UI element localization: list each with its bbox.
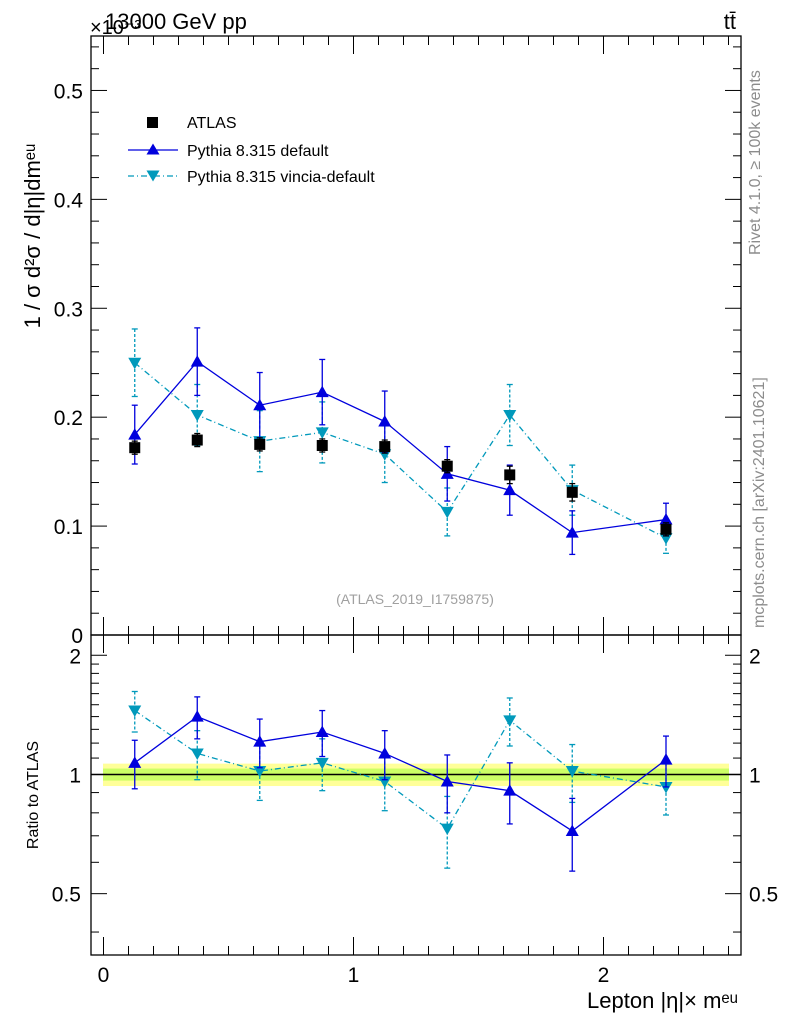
- main-y-tick-label: 0: [71, 625, 83, 648]
- ratio-data-point: [378, 776, 392, 788]
- main-data-point: [191, 434, 203, 446]
- main-y-tick-label: 0.2: [54, 407, 83, 430]
- ratio-panel-frame: [90, 634, 742, 956]
- main-series-pythia-8-315-vincia-default: [128, 328, 673, 554]
- main-data-point: [504, 469, 516, 481]
- main-data-point: [440, 506, 454, 519]
- x-tick-label: 1: [348, 964, 360, 987]
- main-data-point: [503, 410, 517, 422]
- main-data-point: [190, 355, 204, 367]
- main-series-atlas: [129, 432, 672, 537]
- main-data-point: [315, 427, 329, 439]
- ratio-data-point: [565, 824, 579, 836]
- main-y-tick-label: 0.1: [54, 516, 83, 539]
- main-data-point: [253, 398, 267, 411]
- ratio-y-tick-label-right: 2: [749, 645, 761, 668]
- main-data-point: [378, 415, 392, 427]
- main-data-point: [566, 486, 578, 498]
- ratio-data-point: [503, 784, 517, 796]
- legend-atlas-label: ATLAS: [187, 115, 237, 132]
- ratio-data-point: [315, 757, 329, 770]
- legend-default-label: Pythia 8.315 default: [187, 143, 329, 160]
- ratio-data-point: [659, 753, 673, 765]
- main-y-tick-label: 0.3: [54, 298, 83, 321]
- main-series-pythia-8-315-default: [128, 327, 673, 556]
- ratio-data-point: [190, 748, 204, 760]
- x-tick-label: 2: [598, 964, 610, 987]
- main-data-point: [316, 439, 328, 451]
- mcplots-label: mcplots.cern.ch [arXiv:2401.10621]: [751, 377, 768, 628]
- ratio-data-point: [440, 823, 454, 836]
- ratio-data-point: [565, 766, 579, 778]
- legend: ATLAS Pythia 8.315 default Pythia 8.315 …: [128, 115, 375, 186]
- ratio-data-point: [253, 766, 267, 778]
- legend-atlas-marker: [147, 117, 158, 128]
- main-data-point: [441, 460, 453, 472]
- ratio-series-pythia-8-315-default: [128, 696, 673, 872]
- main-data-point: [128, 428, 142, 440]
- ratio-y-tick-label-right: 1: [749, 764, 761, 787]
- ratio-y-tick-label-right: 0.5: [749, 884, 778, 907]
- ratio-data-point: [503, 715, 517, 727]
- main-data-point: [565, 526, 579, 538]
- main-data-point: [659, 513, 673, 525]
- x-tick-label: 0: [98, 964, 110, 987]
- main-data-point: [128, 357, 142, 370]
- main-data-point: [660, 523, 672, 535]
- main-series-line: [134, 362, 667, 539]
- reference-label: (ATLAS_2019_I1759875): [336, 591, 494, 607]
- energy-label: 13000 GeV pp: [105, 9, 247, 34]
- ratio-data-point: [128, 705, 142, 718]
- ratio-y-axis-title: Ratio to ATLAS: [25, 741, 42, 849]
- ratio-data-point: [659, 781, 673, 794]
- main-data-point: [659, 533, 673, 545]
- x-axis-title: Lepton |η|× mᵉᵘ: [587, 988, 738, 1013]
- ratio-data-point: [315, 725, 329, 738]
- ratio-y-tick-label: 1: [69, 764, 81, 787]
- rivet-label: Rivet 4.1.0, ≥ 100k events: [747, 70, 764, 255]
- main-data-point: [379, 441, 391, 453]
- ratio-data-point: [440, 774, 454, 787]
- process-label: tt̄: [724, 9, 736, 34]
- y-exponent-label: ×10⁻³: [90, 17, 141, 39]
- ratio-data-point: [128, 756, 142, 768]
- ratio-data-point: [190, 710, 204, 722]
- main-data-point: [129, 442, 141, 454]
- ratio-data-point: [378, 746, 392, 759]
- main-data-point: [503, 483, 517, 496]
- ratio-y-tick-label: 2: [69, 645, 81, 668]
- data-series: [128, 327, 673, 872]
- main-series-line: [134, 360, 667, 534]
- ratio-series-line: [134, 710, 667, 830]
- main-data-point: [254, 438, 266, 450]
- axis-ticks: 00.10.20.30.40.50.5 0.51 12 20 1 2: [52, 36, 778, 987]
- legend-vincia-marker: [146, 170, 160, 182]
- ratio-data-point: [253, 735, 267, 747]
- main-y-tick-label: 0.5: [54, 80, 83, 103]
- legend-vincia-label: Pythia 8.315 vincia-default: [187, 169, 375, 186]
- legend-default-marker: [146, 143, 160, 155]
- ratio-y-tick-label: 0.5: [52, 884, 81, 907]
- main-data-point: [190, 410, 204, 422]
- main-y-tick-label: 0.4: [54, 189, 84, 212]
- main-data-point: [315, 385, 329, 398]
- main-y-axis-title: 1 / σ d²σ / d|η|dmᵉᵘ: [20, 144, 45, 329]
